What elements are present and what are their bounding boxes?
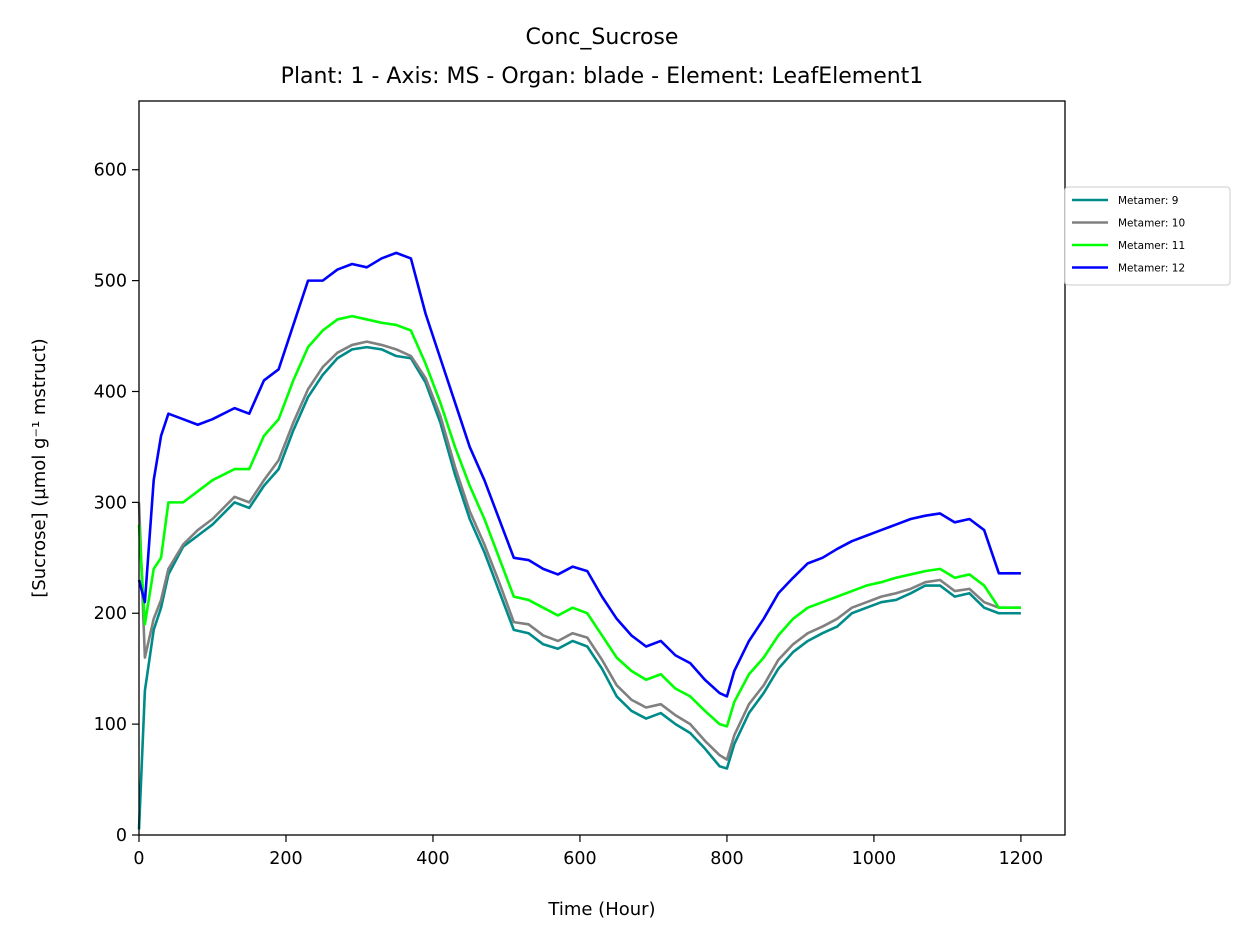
x-axis-label: Time (Hour) <box>547 899 655 920</box>
series-line-1 <box>137 340 1021 761</box>
y-tick-label-6: 600 <box>94 161 127 181</box>
chart-title: Conc_Sucrose <box>526 25 679 50</box>
legend-label-2: Metamer: 11 <box>1118 240 1185 252</box>
x-tick-label-5: 1000 <box>852 849 897 869</box>
plot-area <box>137 251 1021 830</box>
legend: Metamer: 9 Metamer: 10 Metamer: 11 Metamer:… <box>1064 186 1231 286</box>
chart-subtitle: Plant: 1 - Axis: MS - Organ: blade - Ele… <box>281 64 924 89</box>
x-tick-label-3: 600 <box>563 849 596 869</box>
legend-label-1: Metamer: 10 <box>1118 218 1185 230</box>
y-axis: 0 100 200 300 400 500 600 <box>94 161 139 846</box>
y-tick-label-1: 100 <box>94 715 127 735</box>
plot-frame <box>138 100 1066 836</box>
y-tick-label-5: 500 <box>94 272 127 292</box>
x-tick-label-6: 1200 <box>999 849 1044 869</box>
y-tick-label-0: 0 <box>116 826 127 846</box>
x-tick-label-2: 400 <box>416 849 449 869</box>
series-line-3 <box>137 251 1021 698</box>
y-tick-label-4: 400 <box>94 382 127 402</box>
legend-label-0: Metamer: 9 <box>1118 195 1178 207</box>
y-tick-label-3: 300 <box>94 493 127 513</box>
y-tick-label-2: 200 <box>94 604 127 624</box>
x-axis: 0 200 400 600 800 1000 1200 <box>133 835 1043 869</box>
legend-box <box>1064 186 1231 286</box>
x-tick-label-4: 800 <box>710 849 743 869</box>
x-tick-label-0: 0 <box>133 849 144 869</box>
series-line-0 <box>137 345 1021 830</box>
series-line-2 <box>137 314 1021 728</box>
x-tick-label-1: 200 <box>269 849 302 869</box>
y-axis-label: [Sucrose] (µmol g⁻¹ mstruct) <box>29 338 50 597</box>
legend-label-3: Metamer: 12 <box>1118 263 1185 275</box>
